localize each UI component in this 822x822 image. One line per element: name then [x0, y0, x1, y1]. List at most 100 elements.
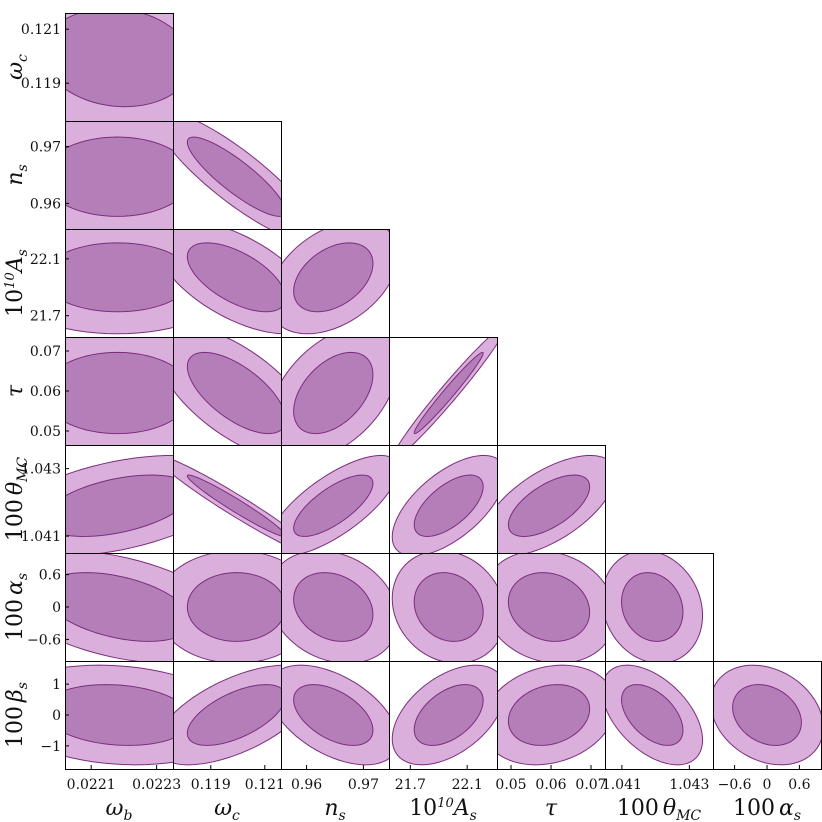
x-axis-label-n_s: ns: [324, 796, 345, 822]
contour-68: [65, 242, 173, 313]
x-axis-label-omega_c: ωc: [214, 796, 240, 822]
y-tick-label: 21.7: [30, 309, 61, 325]
contour-68: [65, 572, 173, 642]
y-tick-label: 0.96: [30, 196, 61, 212]
y-axis-label-n_s: ns: [3, 164, 31, 185]
y-tick-label: 0.119: [21, 76, 61, 92]
panel-n_s-vs-alpha_s: [281, 553, 390, 662]
y-tick-label: 0.121: [21, 22, 61, 38]
y-axis-label-beta_s: 100βs: [3, 682, 31, 748]
contour-68: [65, 684, 173, 746]
panel-A_s-vs-tau: [389, 337, 498, 446]
x-tick-label: 0.07: [575, 777, 606, 793]
y-tick-label: 0.06: [30, 384, 61, 400]
y-tick-label: 0.07: [30, 344, 61, 360]
panel-tau-vs-alpha_s: [497, 553, 606, 662]
y-axis-labels: ωc ns 1010As τ 100θMC 100αs 100βs: [3, 54, 31, 748]
panel-tau-vs-beta_s: [497, 661, 606, 770]
panel-n_s-vs-beta_s: [281, 661, 390, 770]
y-tick-label: 0: [52, 708, 61, 724]
panel-A_s-vs-alpha_s: [389, 553, 498, 662]
panel-omega_c-vs-beta_s: [173, 661, 282, 770]
panel-omega_b-vs-n_s: [65, 121, 174, 230]
x-tick-label: 22.1: [452, 777, 483, 793]
contour-68: [186, 136, 281, 217]
y-tick-label: 1: [52, 677, 61, 693]
x-tick-label: 1.041: [602, 777, 642, 793]
panel-omega_b-vs-theta_MC: [65, 445, 174, 554]
contour-68: [507, 572, 591, 642]
y-tick-label: 0: [52, 600, 61, 616]
panel-tau-vs-theta_MC: [497, 445, 606, 554]
x-tick-label: 0.97: [348, 777, 379, 793]
contour-68: [507, 474, 591, 537]
x-tick-label: 0.0223: [132, 777, 181, 793]
contour-68: [186, 474, 281, 537]
panel-omega_c-vs-A_s: [173, 229, 282, 338]
contour-68: [186, 242, 281, 313]
y-axis-label-theta_MC: 100θMC: [3, 457, 31, 542]
y-tick-label: 22.1: [30, 252, 61, 268]
x-tick-label: 0.121: [245, 777, 285, 793]
x-tick-label: 0.0221: [67, 777, 116, 793]
y-tick-label: 0.6: [39, 568, 61, 584]
y-tick-label: −0.6: [27, 632, 61, 648]
contour-68: [413, 474, 484, 537]
panel-omega_c-vs-n_s: [173, 121, 282, 230]
x-axis-labels: ωb ωc ns 1010As τ 100 θMC 100 αs: [106, 796, 801, 822]
x-tick-label: 0.6: [788, 777, 810, 793]
x-tick-label: 0.96: [291, 777, 322, 793]
y-axis-label-A_s: 1010As: [3, 249, 31, 317]
x-tick-label: 1.043: [669, 777, 709, 793]
panel-n_s-vs-theta_MC: [281, 445, 390, 554]
contour-68: [186, 351, 281, 435]
contour-panels: [65, 13, 822, 770]
y-tick-label: 0.05: [30, 424, 61, 440]
panel-omega_c-vs-alpha_s: [173, 553, 282, 662]
panel-theta_MC-vs-alpha_s: [605, 553, 714, 662]
x-tick-label: 0.06: [535, 777, 566, 793]
contour-68: [186, 572, 281, 642]
x-tick-label: 0: [763, 777, 772, 793]
panel-omega_b-vs-A_s: [65, 229, 174, 338]
panel-omega_b-vs-beta_s: [65, 661, 174, 770]
panel-omega_b-vs-tau: [65, 337, 174, 446]
contour-68: [413, 351, 484, 435]
y-axis-ticks: 0.119 0.121 0.96 0.97 21.7 22.1 0.05 0.06 0.07 1.…: [21, 22, 69, 755]
contour-68: [732, 684, 802, 746]
panel-A_s-vs-theta_MC: [389, 445, 498, 554]
contour-68: [413, 572, 484, 642]
x-axis-label-omega_b: ωb: [106, 796, 133, 822]
panel-A_s-vs-beta_s: [389, 661, 498, 770]
contour-68: [413, 684, 484, 746]
y-tick-label: 1.043: [21, 462, 61, 478]
panel-omega_c-vs-tau: [173, 337, 282, 446]
y-tick-label: −1: [40, 739, 61, 755]
x-axis-label-theta_MC: 100 θMC: [617, 796, 702, 822]
y-axis-label-omega_c: ωc: [3, 54, 31, 80]
x-axis-ticks: 0.0221 0.0223 0.119 0.121 0.96 0.97 21.7 22.1 0.…: [67, 765, 811, 793]
contour-68: [621, 572, 684, 642]
y-tick-label: 1.041: [21, 529, 61, 545]
y-tick-label: 0.97: [30, 140, 61, 156]
panel-n_s-vs-tau: [281, 337, 390, 446]
x-axis-label-tau: τ: [545, 796, 558, 821]
contour-68: [507, 684, 591, 746]
panel-omega_b-vs-alpha_s: [65, 553, 174, 662]
x-tick-label: −0.6: [718, 777, 752, 793]
y-axis-label-alpha_s: 100αs: [3, 573, 31, 641]
panel-theta_MC-vs-beta_s: [605, 661, 714, 770]
x-axis-label-A_s: 1010As: [409, 796, 477, 822]
contour-68: [293, 684, 374, 746]
contour-68: [293, 242, 374, 313]
contour-68: [186, 684, 281, 746]
y-axis-label-tau: τ: [3, 384, 28, 397]
contour-68: [65, 474, 173, 537]
x-tick-label: 0.05: [495, 777, 526, 793]
contour-68: [293, 572, 374, 642]
x-axis-label-alpha_s: 100 αs: [733, 796, 801, 822]
panel-n_s-vs-A_s: [281, 229, 390, 338]
contour-68: [293, 474, 374, 537]
contour-68: [65, 13, 173, 108]
